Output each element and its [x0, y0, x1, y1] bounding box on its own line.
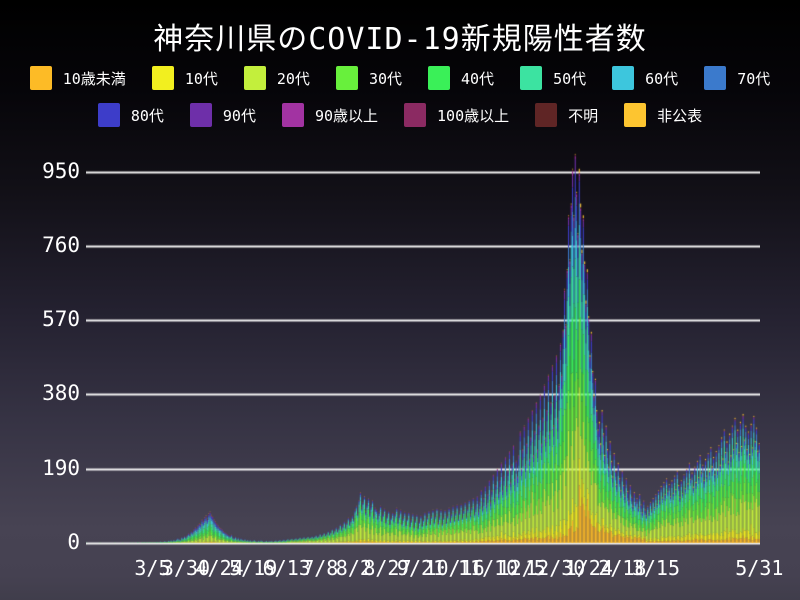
- legend-item: 60代: [612, 66, 678, 90]
- legend-swatch: [612, 66, 635, 90]
- x-tick-label: 12/30: [525, 556, 586, 580]
- legend-swatch: [428, 66, 450, 90]
- legend-label: 非公表: [657, 106, 703, 125]
- x-tick-label: 11/10: [458, 556, 519, 580]
- legend-label: 30代: [368, 69, 402, 88]
- x-tick-label: 7/8: [302, 556, 339, 580]
- x-tick-label: 8/27: [363, 556, 412, 580]
- legend-label: 20代: [276, 69, 310, 88]
- legend: 10歳未満 10代 20代 30代 40代 50代 60代 70代 80代 90代 90歳以上 10…: [0, 66, 800, 140]
- legend-label: 80代: [130, 106, 164, 125]
- legend-label: 100歳以上: [437, 106, 510, 125]
- y-tick-label: 190: [42, 455, 80, 480]
- legend-item: 90歳以上: [281, 103, 379, 127]
- legend-label: 70代: [737, 69, 771, 88]
- legend-label: 40代: [461, 69, 495, 88]
- x-tick-label: 3/15: [631, 556, 681, 580]
- legend-swatch: [97, 103, 120, 127]
- y-tick-label: 760: [42, 232, 80, 257]
- x-tick-label: 2/18: [598, 556, 647, 580]
- legend-item: 10代: [151, 66, 218, 90]
- x-tick-label: 3/5: [134, 556, 171, 580]
- legend-label: 不明: [568, 106, 599, 125]
- y-tick-label: 570: [42, 307, 80, 332]
- y-tick-label: 950: [42, 158, 80, 183]
- legend-swatch: [243, 66, 266, 90]
- y-tick-label: 380: [42, 381, 80, 406]
- legend-item: 30代: [335, 66, 402, 90]
- chart-title: 神奈川県のCOVID-19新規陽性者数: [153, 22, 647, 57]
- legend-label: 50代: [553, 69, 587, 88]
- x-tick-label: 5/31: [735, 556, 784, 580]
- legend-label: 10歳未満: [62, 69, 126, 88]
- legend-item: 非公表: [624, 103, 702, 127]
- x-tick-label: 6/13: [262, 556, 311, 580]
- x-tick-label: 10/16: [424, 556, 485, 580]
- legend-swatch: [404, 103, 427, 127]
- x-tick-label: 4/24: [195, 556, 244, 580]
- legend-item: 100歳以上: [404, 103, 509, 127]
- legend-item: 40代: [428, 66, 494, 90]
- legend-item: 50代: [520, 66, 586, 90]
- legend-row-2: 80代 90代 90歳以上 100歳以上 不明 非公表: [0, 103, 800, 127]
- legend-swatch: [281, 103, 304, 127]
- x-tick-label: 8/2: [335, 556, 372, 580]
- legend-item: 10歳未満: [29, 66, 126, 90]
- legend-swatch: [29, 66, 52, 90]
- x-tick-label: 3/30: [161, 556, 211, 580]
- legend-item: 不明: [535, 103, 598, 127]
- legend-label: 10代: [184, 69, 218, 88]
- x-tick-label: 9/21: [396, 556, 446, 580]
- legend-item: 80代: [97, 103, 164, 127]
- legend-item: 70代: [704, 66, 770, 90]
- legend-label: 90歳以上: [314, 106, 379, 125]
- legend-swatch: [535, 103, 558, 127]
- legend-item: 20代: [243, 66, 310, 90]
- legend-label: 90代: [222, 106, 256, 125]
- plot-area: 0 190 380 570 760 950 3/5 3/30 4/24 5/19 6/13 7/8 8…: [42, 147, 783, 580]
- y-tick-label: 0: [67, 530, 80, 554]
- legend-swatch: [335, 66, 358, 90]
- legend-swatch: [624, 103, 647, 127]
- legend-swatch: [704, 66, 727, 90]
- chart-canvas: [86, 147, 760, 547]
- legend-swatch: [520, 66, 543, 90]
- legend-swatch: [189, 103, 212, 127]
- legend-swatch: [151, 66, 174, 90]
- legend-label: 60代: [645, 69, 679, 88]
- x-tick-label: 12/5: [497, 556, 546, 580]
- legend-item: 90代: [189, 103, 256, 127]
- x-tick-label: 1/24: [564, 556, 613, 580]
- x-tick-label: 5/19: [229, 556, 278, 580]
- legend-row-1: 10歳未満 10代 20代 30代 40代 50代 60代 70代: [0, 66, 800, 90]
